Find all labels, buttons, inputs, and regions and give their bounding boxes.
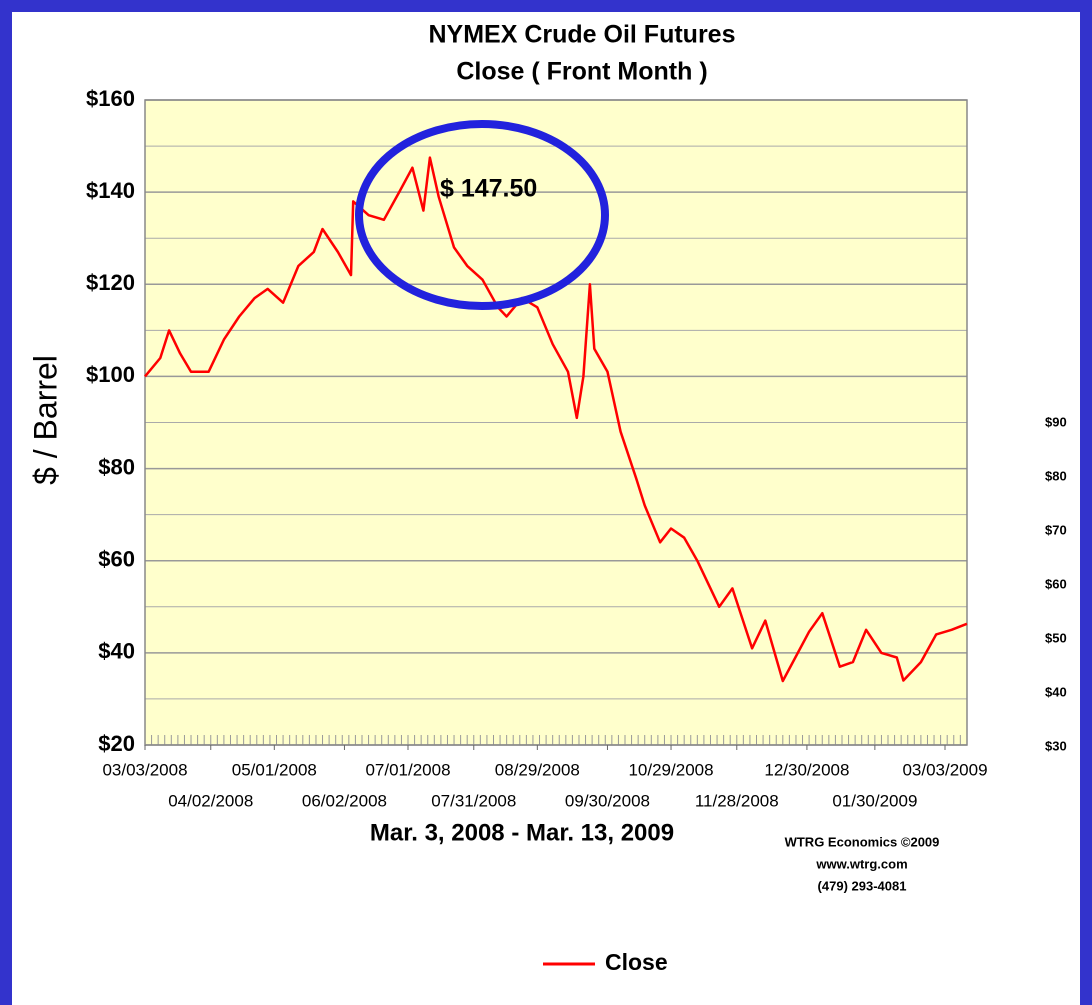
x-axis-label: Mar. 3, 2008 - Mar. 13, 2009 (370, 819, 674, 846)
x-tick-label: 09/30/2008 (565, 791, 650, 810)
y-tick-label: $40 (98, 639, 135, 664)
y-tick-label: $120 (86, 270, 135, 295)
x-tick-label: 12/30/2008 (764, 760, 849, 779)
x-tick-label: 03/03/2009 (902, 760, 987, 779)
y-tick-label: $100 (86, 362, 135, 387)
x-tick-label: 11/28/2008 (695, 791, 779, 810)
x-tick-label: 08/29/2008 (495, 760, 580, 779)
x-tick-label: 03/03/2008 (102, 760, 187, 779)
fragment-label: $50 (1045, 630, 1067, 645)
y-axis-label: $ / Barrel (27, 355, 63, 485)
x-tick-label: 04/02/2008 (168, 791, 253, 810)
credit: (479) 293-4081 (818, 878, 907, 893)
chart-subtitle: Close ( Front Month ) (456, 58, 707, 86)
y-tick-label: $160 (86, 86, 135, 111)
x-tick-label: 05/01/2008 (232, 760, 317, 779)
y-tick-label: $20 (98, 731, 135, 756)
series-line (144, 156, 968, 683)
x-tick-label: 07/31/2008 (431, 791, 516, 810)
background-fragment: $90 $80 $70 $60 $50 $40 $30 (1045, 414, 1067, 753)
legend-label: Close (605, 949, 668, 975)
highlight-circle (355, 120, 609, 310)
fragment-label: $80 (1045, 468, 1067, 483)
x-tick-label: 10/29/2008 (628, 760, 713, 779)
fragment-label: $40 (1045, 684, 1067, 699)
y-tick-label: $60 (98, 547, 135, 572)
y-tick-label: $80 (98, 454, 135, 479)
credit: WTRG Economics ©2009 (785, 834, 940, 849)
fragment-label: $60 (1045, 576, 1067, 591)
plot-border (144, 99, 968, 746)
chart-title: NYMEX Crude Oil Futures (429, 21, 736, 49)
x-tick-label: 06/02/2008 (302, 791, 387, 810)
fragment-label: $30 (1045, 738, 1067, 753)
x-tick-label: 01/30/2009 (832, 791, 917, 810)
annotation: $ 147.50 (440, 175, 537, 203)
credit: www.wtrg.com (815, 856, 907, 871)
fragment-label: $70 (1045, 522, 1067, 537)
y-tick-label: $140 (86, 178, 135, 203)
x-tick-label: 07/01/2008 (365, 760, 450, 779)
fragment-label: $90 (1045, 414, 1067, 429)
